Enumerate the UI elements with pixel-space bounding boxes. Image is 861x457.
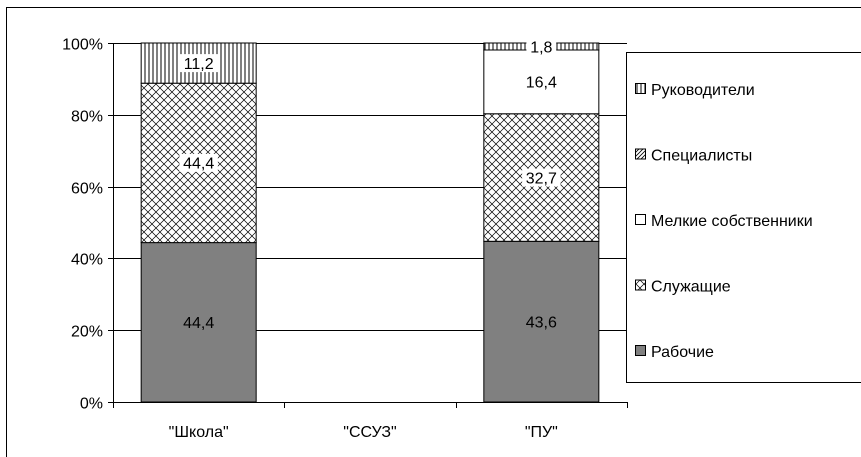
y-tick-label: 60% — [71, 181, 103, 198]
bar-segment — [483, 240, 600, 403]
legend-swatch — [635, 83, 646, 94]
x-tick-label: "Школа" — [169, 424, 229, 441]
data-label: 44,4 — [183, 156, 214, 173]
y-tick-label: 80% — [71, 109, 103, 126]
x-tick-labels: "Школа" "ССУЗ" "ПУ" — [169, 424, 558, 441]
x-tick-label: "ССУЗ" — [343, 424, 396, 441]
data-label: 11,2 — [184, 56, 214, 73]
data-label: 43,6 — [526, 314, 557, 331]
legend-label: Рабочие — [651, 344, 714, 361]
legend: Руководители Специалисты Мелкие собственни… — [626, 52, 861, 383]
legend-box — [626, 52, 861, 383]
y-tick-labels: 0% 20% 40% 60% 80% 100% — [62, 37, 103, 413]
bar-labels: 44,4 44,4 11,2 43,6 32,7 16,4 1,8 — [179, 37, 561, 332]
y-tick-label: 100% — [62, 37, 103, 54]
y-tick-label: 40% — [71, 252, 103, 269]
data-label: 44,4 — [183, 315, 214, 332]
legend-swatch — [635, 148, 646, 160]
data-label: 1,8 — [530, 39, 552, 56]
data-label-bg — [522, 168, 561, 187]
legend-swatch — [635, 214, 646, 225]
data-label: 16,4 — [526, 75, 557, 92]
legend-label: Руководители — [651, 82, 755, 99]
legend-label: Служащие — [651, 279, 731, 296]
legend-label: Специалисты — [651, 148, 752, 165]
data-label-bg — [179, 153, 218, 172]
data-label: 32,7 — [526, 170, 557, 187]
y-tick-label: 0% — [80, 396, 103, 413]
legend-swatch — [635, 345, 646, 356]
legend-label: Мелкие собственники — [651, 213, 813, 230]
bar-segment — [483, 49, 600, 115]
y-tick-label: 20% — [71, 324, 103, 341]
x-tick-label: "ПУ" — [525, 424, 558, 441]
data-label-bg — [179, 54, 218, 73]
data-label-bg — [526, 37, 557, 56]
legend-swatch — [635, 279, 646, 291]
